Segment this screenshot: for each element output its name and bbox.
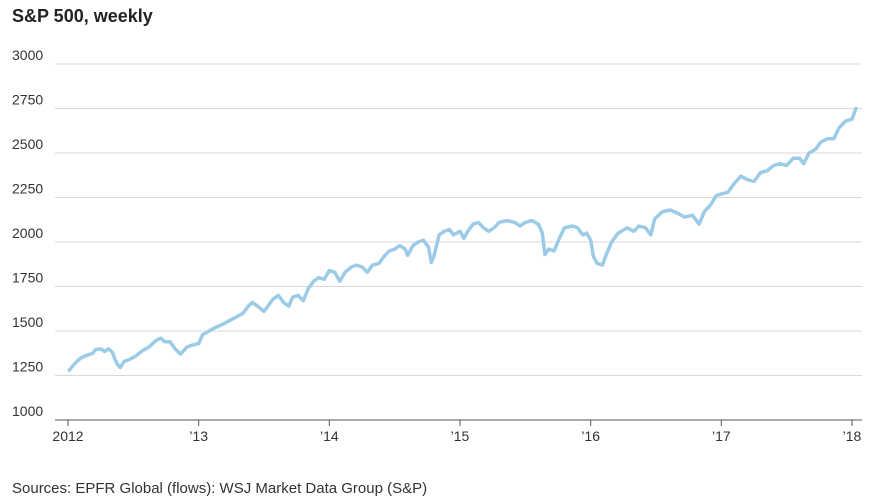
y-tick-label: 1000 (12, 403, 43, 419)
x-tick-label: ’18 (843, 428, 862, 444)
x-axis-ticks: 2012 ’13 ’14 ’15 ’16 ’17 ’18 (52, 420, 862, 444)
series-layer (67, 106, 858, 372)
x-tick-label: ’13 (189, 428, 208, 444)
chart-title: S&P 500, weekly (12, 6, 153, 26)
y-tick-label: 3000 (12, 47, 43, 63)
y-tick-label: 1250 (12, 359, 43, 375)
gridlines (55, 63, 862, 421)
source-note: Sources: EPFR Global (flows): WSJ Market… (12, 480, 428, 497)
y-tick-label: 2500 (12, 136, 43, 152)
y-tick-label: 2000 (12, 225, 43, 241)
x-tick-label: 2012 (52, 428, 83, 444)
y-tick-label: 2750 (12, 92, 43, 108)
x-tick-label: ’14 (320, 428, 339, 444)
x-tick-label: ’17 (712, 428, 731, 444)
x-tick-label: ’16 (581, 428, 600, 444)
series-line-0 (67, 106, 858, 372)
y-tick-label: 1750 (12, 270, 43, 286)
y-axis-ticks: 1000 1250 1500 1750 2000 2250 2500 2750 3000 (12, 47, 43, 419)
x-tick-label: ’15 (451, 428, 470, 444)
y-tick-label: 2250 (12, 181, 43, 197)
y-tick-label: 1500 (12, 314, 43, 330)
